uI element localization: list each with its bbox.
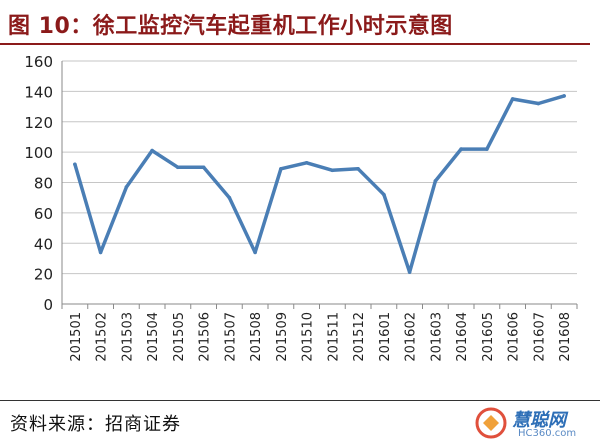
x-tick-label: 201605 <box>481 312 496 362</box>
data-point <box>304 160 309 165</box>
data-point <box>227 195 232 200</box>
y-tick-label: 80 <box>34 175 53 193</box>
x-tick-label: 201606 <box>507 312 522 362</box>
data-point <box>176 165 180 170</box>
data-point <box>150 148 154 153</box>
data-point <box>356 167 360 171</box>
x-tick-label: 201511 <box>326 312 341 362</box>
data-point <box>407 270 412 274</box>
data-point <box>98 250 103 255</box>
x-tick-label: 201602 <box>404 312 419 362</box>
title-bar: 图 10：徐工监控汽车起重机工作小时示意图 <box>0 0 600 46</box>
y-tick-label: 100 <box>24 144 53 162</box>
data-point <box>330 168 335 173</box>
data-point <box>124 185 129 189</box>
x-tick-label: 201601 <box>378 312 393 362</box>
x-tick-label: 201502 <box>95 312 110 362</box>
x-tick-label: 201508 <box>249 312 264 362</box>
data-point <box>382 192 386 197</box>
line-chart: 0 20 40 60 80 100 120 140 160 201501 201502 201503 2… <box>24 53 578 362</box>
x-tick-label: 201607 <box>532 312 547 362</box>
x-tick-label: 201504 <box>146 312 161 362</box>
y-tick-label: 120 <box>24 114 53 132</box>
data-point <box>73 162 77 167</box>
y-tick-label: 140 <box>24 83 53 101</box>
x-tick-label: 201608 <box>558 312 573 362</box>
x-tick-label: 201509 <box>275 312 290 362</box>
watermark-subtext: HC360.com <box>518 428 577 439</box>
y-tick-label: 60 <box>34 205 53 223</box>
data-point <box>536 101 541 106</box>
chart-area: 0 20 40 60 80 100 120 140 160 201501 201502 201503 2… <box>0 46 600 392</box>
data-point <box>510 97 515 101</box>
x-tick-label: 201505 <box>172 312 187 362</box>
x-tick-label: 201503 <box>120 312 135 362</box>
y-tick-label: 40 <box>34 235 53 253</box>
x-tick-label: 201507 <box>223 312 238 362</box>
data-point <box>433 179 438 183</box>
data-point <box>485 147 489 151</box>
source-note: 资料来源：招商证券 <box>10 414 181 435</box>
y-tick-label: 160 <box>24 53 53 71</box>
data-point <box>562 94 566 98</box>
data-point <box>201 165 206 170</box>
footer-divider <box>0 400 600 401</box>
y-tick-label: 20 <box>34 266 53 284</box>
x-tick-label: 201603 <box>429 312 444 362</box>
series-line <box>73 94 566 274</box>
watermark: 慧聪网 HC360.com <box>472 404 590 444</box>
x-tick-label: 201506 <box>198 312 213 362</box>
data-point <box>459 147 463 151</box>
y-tick-label: 0 <box>43 296 53 314</box>
footer: 资料来源：招商证券 慧聪网 HC360.com <box>0 392 600 446</box>
watermark-logo-icon <box>475 407 507 439</box>
data-point <box>279 167 283 171</box>
watermark-text: 慧聪网 <box>512 410 566 431</box>
title-underline <box>0 43 590 45</box>
x-tick-label: 201512 <box>352 312 367 362</box>
x-tick-label: 201604 <box>455 312 470 362</box>
x-tick-label: 201510 <box>301 312 316 362</box>
x-tick-label: 201501 <box>69 312 84 362</box>
data-point <box>253 250 257 255</box>
figure-title: 图 10：徐工监控汽车起重机工作小时示意图 <box>8 14 453 39</box>
